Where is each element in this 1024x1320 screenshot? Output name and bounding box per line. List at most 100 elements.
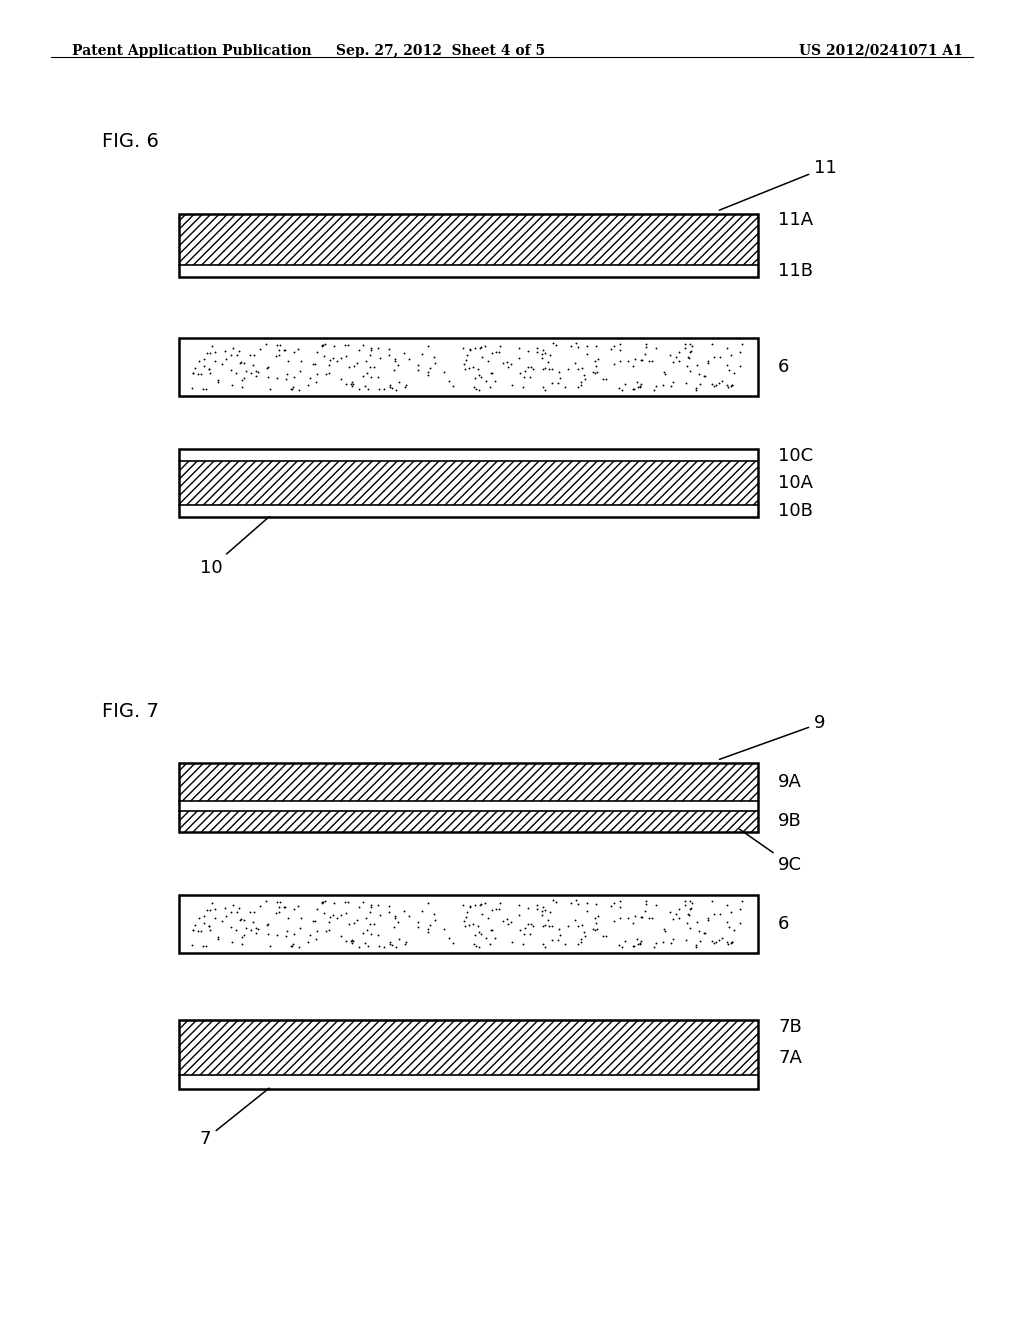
Point bbox=[636, 343, 652, 364]
Bar bbox=[179, 895, 758, 953]
Point bbox=[308, 899, 325, 920]
Bar bbox=[179, 1020, 758, 1076]
Point bbox=[467, 924, 483, 945]
Point bbox=[663, 932, 679, 953]
Point bbox=[337, 334, 353, 355]
Point bbox=[184, 935, 201, 956]
Text: 11: 11 bbox=[720, 158, 837, 210]
Text: 11A: 11A bbox=[778, 211, 813, 230]
Text: 10: 10 bbox=[200, 516, 269, 577]
Point bbox=[302, 367, 318, 388]
Point bbox=[484, 899, 501, 920]
Point bbox=[444, 376, 461, 397]
Point bbox=[316, 890, 333, 911]
Point bbox=[229, 345, 246, 366]
Point bbox=[515, 367, 531, 388]
Point bbox=[222, 917, 239, 939]
Point bbox=[567, 890, 584, 911]
Point bbox=[248, 923, 264, 944]
Point bbox=[199, 936, 215, 957]
Point bbox=[358, 363, 375, 384]
Point bbox=[317, 363, 334, 384]
Point bbox=[629, 929, 645, 950]
Point bbox=[731, 355, 748, 376]
Point bbox=[720, 933, 736, 954]
Point bbox=[262, 378, 279, 399]
Point bbox=[398, 375, 415, 396]
Point bbox=[573, 915, 590, 936]
Point bbox=[199, 379, 215, 400]
Point bbox=[626, 379, 642, 400]
Point bbox=[683, 341, 699, 362]
Point bbox=[455, 338, 471, 359]
Point bbox=[732, 899, 749, 920]
Point bbox=[260, 367, 276, 388]
Point bbox=[705, 891, 721, 912]
Point bbox=[316, 903, 333, 924]
Point bbox=[196, 348, 212, 370]
Point bbox=[362, 367, 379, 388]
Point bbox=[382, 933, 398, 954]
Point bbox=[410, 355, 426, 376]
Point bbox=[625, 355, 641, 376]
Point bbox=[371, 378, 387, 399]
Point bbox=[492, 341, 508, 362]
Point bbox=[314, 334, 331, 355]
Point bbox=[224, 375, 241, 396]
Point bbox=[260, 924, 276, 945]
Point bbox=[587, 919, 603, 940]
Point bbox=[567, 909, 584, 931]
Point bbox=[524, 358, 541, 379]
Point bbox=[573, 371, 590, 392]
Point bbox=[529, 338, 546, 359]
Bar bbox=[179, 810, 758, 832]
Point bbox=[612, 890, 629, 911]
Point bbox=[684, 335, 700, 356]
Point bbox=[575, 364, 592, 385]
Point bbox=[361, 356, 378, 378]
Point bbox=[366, 913, 382, 935]
Point bbox=[478, 927, 495, 948]
Point bbox=[511, 895, 527, 916]
Point bbox=[351, 339, 368, 360]
Point bbox=[386, 348, 402, 370]
Point bbox=[655, 374, 672, 395]
Point bbox=[521, 367, 538, 388]
Point bbox=[468, 378, 484, 399]
Point bbox=[292, 917, 308, 939]
Point bbox=[207, 342, 223, 363]
Point bbox=[250, 919, 266, 940]
Point bbox=[305, 354, 322, 375]
Point bbox=[259, 356, 275, 378]
Point bbox=[563, 892, 580, 913]
Point bbox=[567, 333, 584, 354]
Point bbox=[279, 920, 295, 941]
Bar bbox=[179, 506, 758, 517]
Point bbox=[326, 335, 342, 356]
Point bbox=[400, 906, 417, 927]
Point bbox=[469, 915, 485, 936]
Point bbox=[734, 334, 751, 355]
Point bbox=[344, 372, 360, 393]
Point bbox=[326, 347, 342, 368]
Point bbox=[326, 904, 342, 925]
Point bbox=[711, 372, 727, 393]
Point bbox=[471, 937, 487, 958]
Bar bbox=[179, 449, 758, 517]
Point bbox=[231, 909, 248, 931]
Point bbox=[671, 907, 687, 928]
Point bbox=[697, 366, 714, 387]
Point bbox=[528, 899, 545, 920]
Point bbox=[552, 924, 568, 945]
Point bbox=[719, 375, 735, 396]
Point bbox=[338, 346, 354, 367]
Point bbox=[344, 375, 360, 396]
Point bbox=[537, 343, 553, 364]
Point bbox=[575, 921, 592, 942]
Point bbox=[316, 346, 333, 367]
Point bbox=[317, 920, 334, 941]
Point bbox=[390, 354, 407, 375]
Point bbox=[480, 907, 497, 928]
Point bbox=[580, 335, 596, 356]
Point bbox=[223, 902, 240, 923]
